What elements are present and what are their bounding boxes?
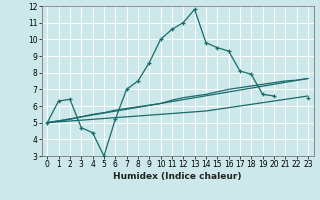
X-axis label: Humidex (Indice chaleur): Humidex (Indice chaleur): [113, 172, 242, 181]
